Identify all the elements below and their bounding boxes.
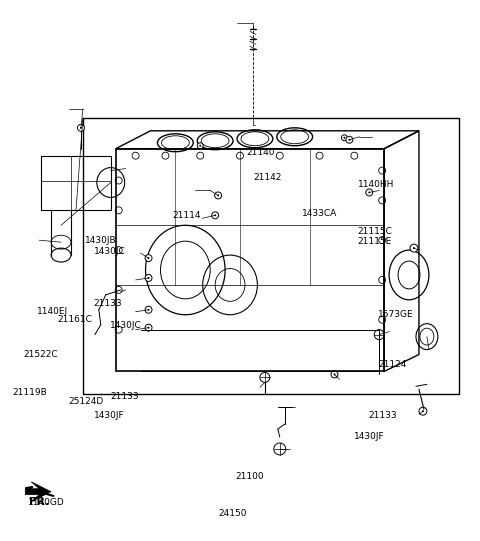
Text: 21142: 21142 bbox=[253, 173, 282, 182]
Text: 21522C: 21522C bbox=[24, 349, 59, 359]
Text: 1433CA: 1433CA bbox=[302, 209, 337, 218]
Circle shape bbox=[214, 214, 216, 216]
Circle shape bbox=[145, 255, 152, 261]
Text: 1430JF: 1430JF bbox=[95, 411, 125, 420]
Text: 21100: 21100 bbox=[235, 472, 264, 480]
Circle shape bbox=[334, 373, 336, 375]
Circle shape bbox=[147, 277, 150, 279]
Text: 24150: 24150 bbox=[218, 509, 247, 518]
Circle shape bbox=[212, 212, 218, 219]
Text: 21114: 21114 bbox=[172, 212, 201, 220]
Text: 1430JC: 1430JC bbox=[110, 321, 142, 330]
Circle shape bbox=[260, 372, 270, 382]
Circle shape bbox=[145, 324, 152, 331]
Text: 21133: 21133 bbox=[110, 392, 139, 401]
Circle shape bbox=[331, 371, 338, 378]
Circle shape bbox=[147, 257, 150, 259]
Text: 1430JB: 1430JB bbox=[85, 235, 117, 245]
Circle shape bbox=[147, 309, 150, 311]
Circle shape bbox=[374, 329, 384, 340]
Bar bbox=[83, 118, 459, 394]
Text: 1430JC: 1430JC bbox=[94, 247, 125, 256]
Text: 21124: 21124 bbox=[378, 360, 407, 369]
Circle shape bbox=[80, 127, 82, 129]
Text: 21140: 21140 bbox=[247, 148, 275, 157]
Text: 21161C: 21161C bbox=[58, 315, 93, 324]
Text: 1140HH: 1140HH bbox=[359, 180, 395, 189]
Text: 21133: 21133 bbox=[369, 411, 397, 420]
Polygon shape bbox=[25, 482, 51, 502]
Circle shape bbox=[145, 274, 152, 281]
Circle shape bbox=[366, 189, 373, 196]
Circle shape bbox=[274, 443, 286, 455]
Text: FR.: FR. bbox=[29, 497, 50, 507]
Circle shape bbox=[368, 192, 370, 194]
Circle shape bbox=[217, 194, 219, 196]
Circle shape bbox=[422, 410, 424, 412]
Circle shape bbox=[145, 306, 152, 313]
Text: 21119B: 21119B bbox=[12, 388, 47, 397]
Circle shape bbox=[343, 137, 346, 139]
Circle shape bbox=[147, 327, 150, 329]
Circle shape bbox=[413, 247, 415, 249]
Text: 1140GD: 1140GD bbox=[28, 498, 64, 507]
Circle shape bbox=[346, 136, 353, 143]
Circle shape bbox=[410, 244, 418, 252]
Text: 1573GE: 1573GE bbox=[378, 311, 414, 319]
Circle shape bbox=[215, 192, 222, 199]
Text: 1140EJ: 1140EJ bbox=[37, 307, 68, 315]
Circle shape bbox=[419, 407, 427, 415]
Text: 21133: 21133 bbox=[94, 299, 122, 308]
Circle shape bbox=[348, 139, 350, 141]
Circle shape bbox=[199, 145, 201, 147]
Circle shape bbox=[77, 124, 84, 131]
Circle shape bbox=[341, 135, 348, 141]
Text: 21115C: 21115C bbox=[357, 227, 392, 236]
Text: 1430JF: 1430JF bbox=[354, 432, 384, 441]
Text: 25124D: 25124D bbox=[68, 398, 104, 406]
Circle shape bbox=[197, 143, 203, 149]
Text: 21115E: 21115E bbox=[357, 237, 391, 246]
